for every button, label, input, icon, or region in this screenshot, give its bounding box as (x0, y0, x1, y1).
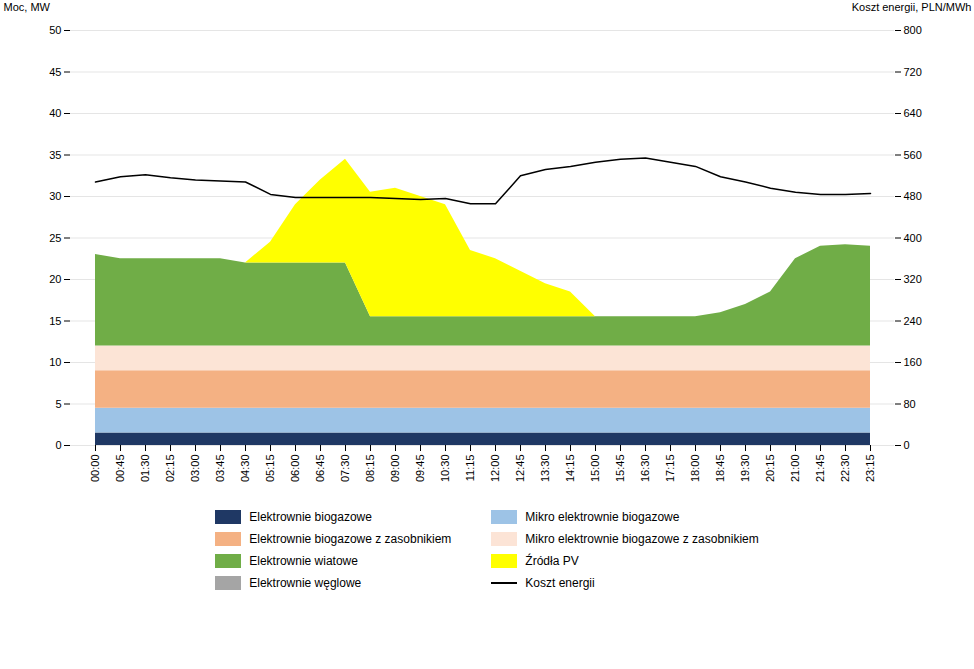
svg-text:20: 20 (49, 273, 61, 285)
svg-text:13:30: 13:30 (539, 455, 551, 483)
svg-text:40: 40 (49, 107, 61, 119)
svg-text:10:30: 10:30 (439, 455, 451, 483)
svg-text:22:30: 22:30 (839, 455, 851, 483)
html-text:Koszt energii: Koszt energii (525, 576, 595, 590)
html-text:Mikro elektrownie biogazowe z: Mikro elektrownie biogazowe z zasobnikie… (525, 532, 759, 546)
svg-text:80: 80 (904, 398, 916, 410)
svg-text:10: 10 (49, 356, 61, 368)
svg-text:35: 35 (49, 149, 61, 161)
svg-text:Koszt energii, PLN/MWh: Koszt energii, PLN/MWh (852, 1, 972, 13)
svg-text:00:00: 00:00 (89, 455, 101, 483)
svg-text:03:45: 03:45 (214, 455, 226, 483)
svg-text:400: 400 (904, 232, 922, 244)
svg-text:21:45: 21:45 (814, 455, 826, 483)
svg-text:30: 30 (49, 190, 61, 202)
svg-text:20:15: 20:15 (764, 455, 776, 483)
svg-text:0: 0 (55, 439, 61, 451)
html-text:Elektrownie biogazowe: Elektrownie biogazowe (249, 510, 372, 524)
svg-text:14:15: 14:15 (564, 455, 576, 483)
svg-text:Moc, MW: Moc, MW (4, 1, 51, 13)
svg-text:11:15: 11:15 (464, 455, 476, 482)
svg-text:720: 720 (904, 66, 922, 78)
svg-text:02:15: 02:15 (164, 455, 176, 483)
svg-text:160: 160 (904, 356, 922, 368)
html-text:Elektrownie węglowe: Elektrownie węglowe (249, 576, 362, 590)
svg-text:15:00: 15:00 (589, 455, 601, 483)
svg-text:05:15: 05:15 (264, 455, 276, 483)
svg-text:17:15: 17:15 (664, 455, 676, 483)
svg-text:15:45: 15:45 (614, 455, 626, 483)
svg-text:16:30: 16:30 (639, 455, 651, 483)
svg-text:18:45: 18:45 (714, 455, 726, 483)
svg-text:0: 0 (904, 439, 910, 451)
svg-text:12:45: 12:45 (514, 455, 526, 483)
svg-text:45: 45 (49, 66, 61, 78)
svg-text:01:30: 01:30 (139, 455, 151, 483)
html-text:Elektrownie biogazowe z zasobn: Elektrownie biogazowe z zasobnikiem (249, 532, 452, 546)
svg-text:12:00: 12:00 (489, 455, 501, 483)
svg-text:5: 5 (55, 398, 61, 410)
svg-text:03:00: 03:00 (189, 455, 201, 483)
svg-text:320: 320 (904, 273, 922, 285)
svg-text:640: 640 (904, 107, 922, 119)
svg-text:800: 800 (904, 24, 922, 36)
svg-text:240: 240 (904, 315, 922, 327)
svg-text:07:30: 07:30 (339, 455, 351, 483)
svg-text:23:15: 23:15 (864, 455, 876, 483)
svg-text:00:45: 00:45 (114, 455, 126, 483)
html-text:Źródła PV: Źródła PV (525, 554, 579, 568)
svg-text:50: 50 (49, 24, 61, 36)
svg-text:15: 15 (49, 315, 61, 327)
svg-text:06:00: 06:00 (289, 455, 301, 483)
svg-text:25: 25 (49, 232, 61, 244)
svg-text:06:45: 06:45 (314, 455, 326, 483)
svg-text:480: 480 (904, 190, 922, 202)
svg-text:08:15: 08:15 (364, 455, 376, 483)
svg-text:560: 560 (904, 149, 922, 161)
svg-text:18:00: 18:00 (689, 455, 701, 483)
svg-text:19:30: 19:30 (739, 455, 751, 483)
svg-text:21:00: 21:00 (789, 455, 801, 483)
svg-text:09:45: 09:45 (414, 455, 426, 483)
svg-text:04:30: 04:30 (239, 455, 251, 483)
html-text:Mikro elektrownie biogazowe: Mikro elektrownie biogazowe (525, 510, 680, 524)
svg-text:09:00: 09:00 (389, 455, 401, 483)
html-text:Elektrownie wiatowe: Elektrownie wiatowe (249, 554, 358, 568)
